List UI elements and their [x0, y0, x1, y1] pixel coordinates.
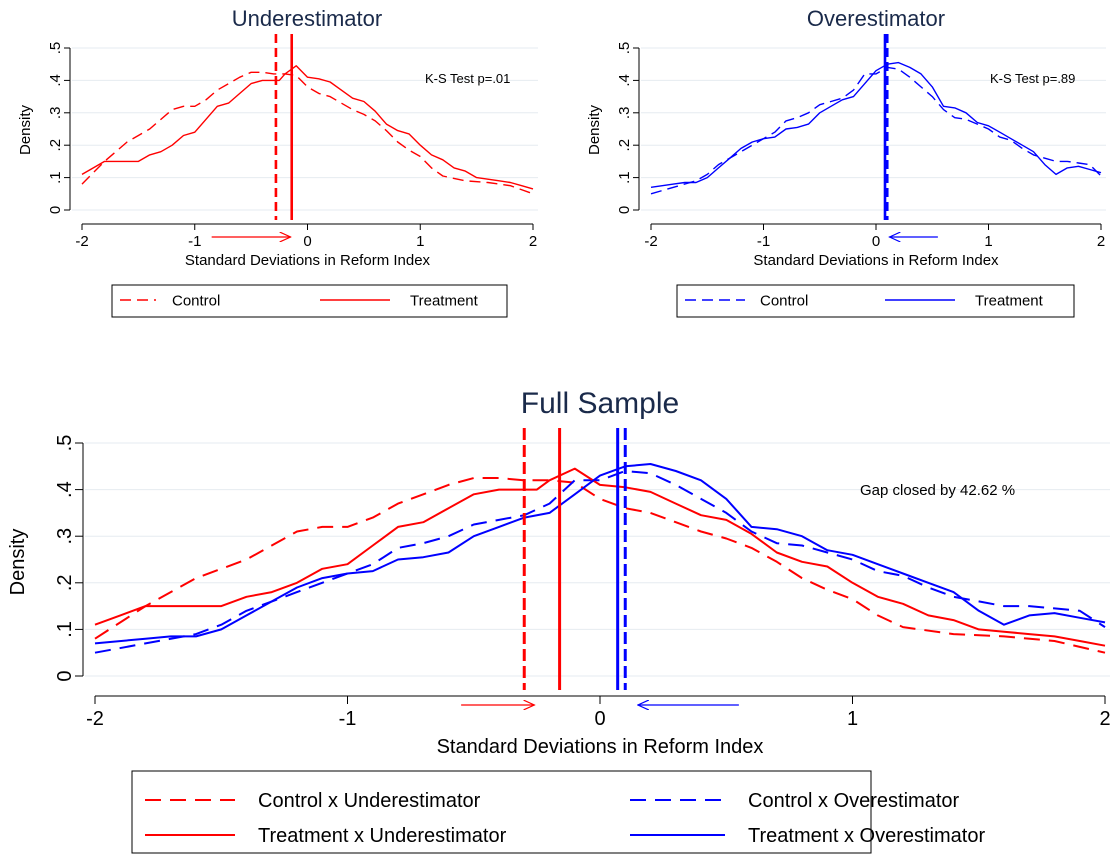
chart-title: Full Sample — [521, 387, 679, 420]
x-tick-label: 2 — [1097, 233, 1105, 250]
y-tick-label: .5 — [54, 435, 76, 452]
y-tick-label: .3 — [54, 528, 76, 545]
legend: Control Treatment — [111, 284, 508, 318]
chart-panel-3: Full Sample 0 .1 .2 .3 .4 .5 -2 -1 0 1 2 Standard De… — [7, 387, 1111, 854]
y-tick-label: 0 — [47, 206, 64, 214]
x-tick-label: 0 — [303, 233, 311, 250]
series-line — [94, 463, 1106, 645]
chart-panel-2: Overestimator 0 .1 .2 .3 .4 .5 -2 -1 0 1 2 Standard … — [586, 6, 1106, 318]
y-tick-label: .4 — [54, 481, 76, 498]
annotation: K-S Test p=.89 — [990, 71, 1075, 86]
chart-panel-1: Underestimator 0 .1 .2 .3 .4 .5 -2 -1 0 1 2 Standard… — [17, 6, 538, 318]
x-tick-label: 2 — [529, 233, 537, 250]
x-tick-label: 1 — [847, 708, 858, 730]
x-axis-label: Standard Deviations in Reform Index — [753, 252, 999, 269]
series-line — [81, 71, 534, 195]
y-tick-label: 0 — [616, 206, 633, 214]
y-tick-label: .5 — [47, 42, 64, 55]
x-tick-label: 0 — [872, 233, 880, 250]
legend-label: Treatment — [410, 292, 479, 309]
series-line — [650, 66, 1102, 195]
series-line — [94, 467, 1106, 647]
y-axis-label: Density — [586, 104, 603, 155]
legend: Control Treatment — [676, 284, 1075, 318]
x-tick-label: -2 — [86, 708, 104, 730]
x-tick-label: -2 — [644, 233, 657, 250]
y-tick-label: .1 — [54, 621, 76, 638]
legend-label: Treatment x Underestimator — [258, 825, 507, 847]
y-tick-label: .4 — [47, 74, 64, 87]
legend-label: Control x Overestimator — [748, 790, 960, 812]
x-tick-label: -1 — [757, 233, 770, 250]
series-line — [650, 61, 1102, 188]
x-tick-label: 0 — [594, 708, 605, 730]
chart-title: Underestimator — [232, 6, 382, 31]
y-tick-label: .2 — [616, 139, 633, 152]
y-tick-label: .2 — [47, 139, 64, 152]
x-tick-label: -2 — [75, 233, 88, 250]
legend-label: Control x Underestimator — [258, 790, 481, 812]
chart-title: Overestimator — [807, 6, 945, 31]
y-axis-label: Density — [17, 104, 34, 155]
y-tick-label: .3 — [47, 107, 64, 120]
y-tick-label: 0 — [54, 670, 76, 681]
y-tick-label: .2 — [54, 574, 76, 591]
x-axis-label: Standard Deviations in Reform Index — [185, 252, 431, 269]
x-tick-label: -1 — [188, 233, 201, 250]
series-line — [81, 65, 534, 190]
legend-box — [676, 284, 1075, 318]
y-tick-label: .4 — [616, 74, 633, 87]
legend-label: Control — [172, 292, 220, 309]
legend: Control x Underestimator Control x Overes… — [131, 770, 985, 854]
y-tick-label: .1 — [47, 171, 64, 184]
legend-label: Control — [760, 292, 808, 309]
annotation: Gap closed by 42.62 % — [860, 482, 1015, 499]
annotation: K-S Test p=.01 — [425, 71, 510, 86]
legend-box — [131, 770, 872, 854]
legend-box — [111, 284, 508, 318]
y-axis-label: Density — [7, 529, 29, 596]
x-tick-label: -1 — [339, 708, 357, 730]
y-tick-label: .1 — [616, 171, 633, 184]
legend-label: Treatment — [975, 292, 1044, 309]
x-tick-label: 1 — [416, 233, 424, 250]
y-tick-label: .5 — [616, 42, 633, 55]
x-tick-label: 2 — [1099, 708, 1110, 730]
legend-label: Treatment x Overestimator — [748, 825, 985, 847]
x-axis-label: Standard Deviations in Reform Index — [437, 736, 764, 758]
x-tick-label: 1 — [984, 233, 992, 250]
y-tick-label: .3 — [616, 107, 633, 120]
series-line — [94, 477, 1106, 654]
